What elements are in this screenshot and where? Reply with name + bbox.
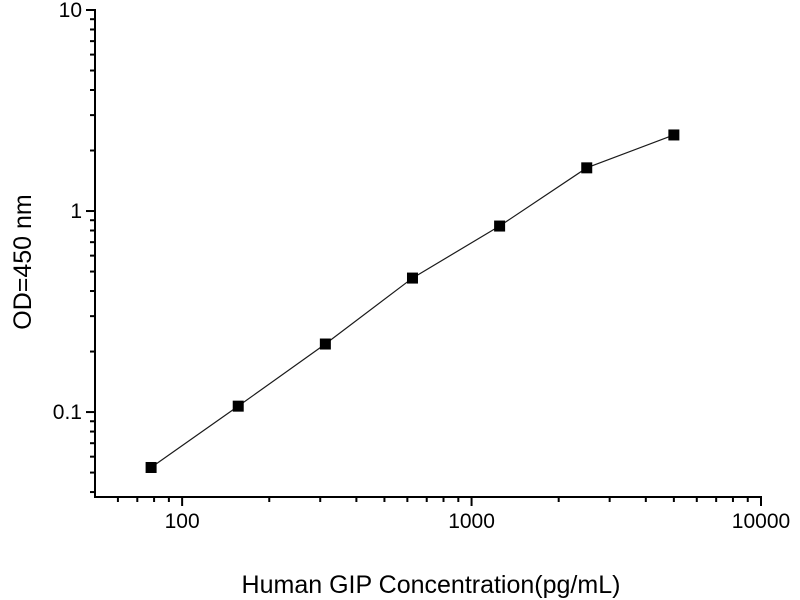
x-axis-title: Human GIP Concentration(pg/mL) xyxy=(241,571,621,599)
y-tick-label: 1 xyxy=(70,200,82,223)
x-tick-label: 10000 xyxy=(732,510,790,533)
data-point-marker xyxy=(406,272,418,284)
axis-spines xyxy=(94,9,762,498)
data-point-marker xyxy=(232,400,244,412)
x-tick-label: 100 xyxy=(165,510,200,533)
data-point-marker xyxy=(319,338,331,350)
data-point-marker xyxy=(494,220,506,232)
data-point-marker xyxy=(581,162,593,174)
y-tick-label: 10 xyxy=(59,0,82,22)
data-point-marker xyxy=(145,461,157,473)
curve-line xyxy=(150,134,675,468)
y-axis-title: OD=450 nm xyxy=(9,194,37,330)
x-tick-label: 1000 xyxy=(448,510,495,533)
data-point-marker xyxy=(668,129,680,141)
y-tick-label: 0.1 xyxy=(53,401,82,424)
